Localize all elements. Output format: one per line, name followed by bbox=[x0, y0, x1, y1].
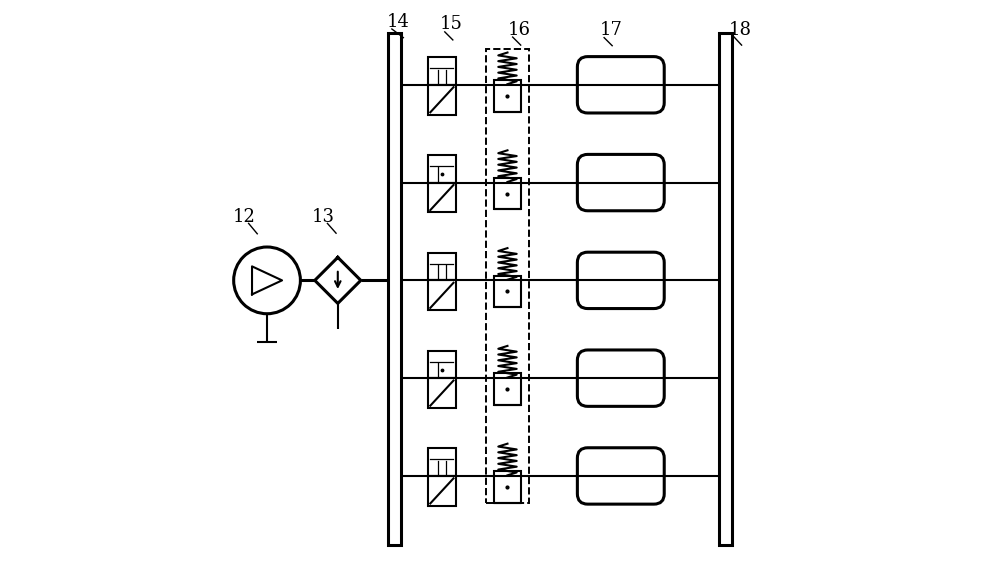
Text: 16: 16 bbox=[508, 21, 531, 39]
Bar bbox=[494, 471, 521, 503]
Bar bbox=[428, 85, 456, 114]
Bar bbox=[494, 373, 521, 405]
Bar bbox=[428, 253, 456, 280]
Bar bbox=[428, 57, 456, 85]
Bar bbox=[494, 80, 521, 112]
Bar bbox=[486, 49, 529, 503]
FancyBboxPatch shape bbox=[577, 252, 664, 309]
Bar bbox=[388, 33, 401, 545]
Bar bbox=[428, 449, 456, 476]
Bar bbox=[428, 280, 456, 310]
Text: 15: 15 bbox=[440, 16, 463, 34]
FancyBboxPatch shape bbox=[577, 57, 664, 113]
Bar bbox=[428, 183, 456, 213]
Bar bbox=[428, 476, 456, 506]
Text: 17: 17 bbox=[600, 21, 622, 39]
Bar bbox=[494, 178, 521, 209]
Text: 14: 14 bbox=[387, 13, 410, 31]
Bar bbox=[428, 155, 456, 183]
Text: 12: 12 bbox=[233, 208, 255, 226]
FancyBboxPatch shape bbox=[577, 448, 664, 504]
Bar bbox=[428, 350, 456, 378]
Bar bbox=[719, 33, 732, 545]
FancyBboxPatch shape bbox=[577, 154, 664, 211]
Text: 18: 18 bbox=[729, 21, 752, 39]
Bar bbox=[494, 276, 521, 307]
FancyBboxPatch shape bbox=[577, 350, 664, 406]
Bar bbox=[428, 378, 456, 408]
Text: 13: 13 bbox=[312, 208, 335, 226]
